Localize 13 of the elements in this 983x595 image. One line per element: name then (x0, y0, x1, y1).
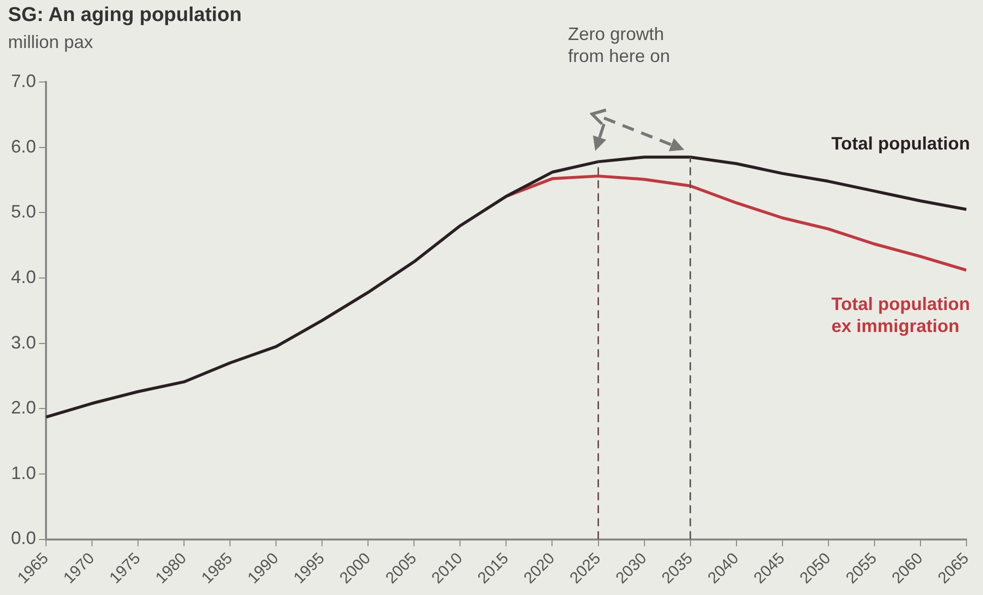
y-tick-label: 2.0 (10, 398, 36, 418)
y-axis-title: million pax (8, 32, 94, 53)
y-tick-label: 3.0 (10, 332, 36, 352)
series-label: Total population (831, 133, 970, 154)
y-tick-label: 6.0 (10, 136, 36, 156)
series-label: Total population ex immigration (831, 294, 970, 336)
chart-title: SG: An aging population (8, 4, 242, 27)
y-tick-label: 0.0 (10, 528, 36, 548)
y-tick-label: 4.0 (10, 266, 36, 287)
y-tick-label: 5.0 (10, 202, 36, 222)
text: Zero growth from here on (568, 24, 670, 66)
y-tick-label: 1.0 (10, 462, 36, 483)
y-tick-label: 7.0 (10, 70, 36, 91)
